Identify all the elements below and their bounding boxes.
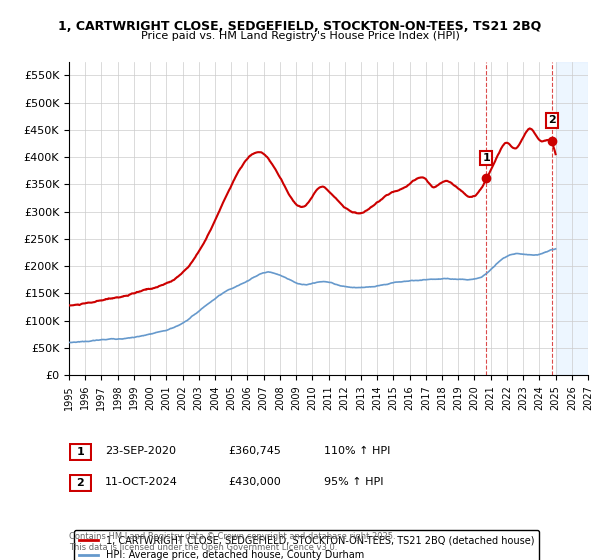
Text: 2: 2	[77, 478, 84, 488]
Text: 110% ↑ HPI: 110% ↑ HPI	[324, 446, 391, 456]
Text: £360,745: £360,745	[228, 446, 281, 456]
Text: Price paid vs. HM Land Registry's House Price Index (HPI): Price paid vs. HM Land Registry's House …	[140, 31, 460, 41]
Text: 11-OCT-2024: 11-OCT-2024	[105, 477, 178, 487]
Text: 2: 2	[548, 115, 556, 125]
Text: 1: 1	[77, 447, 84, 457]
Text: £430,000: £430,000	[228, 477, 281, 487]
Text: 95% ↑ HPI: 95% ↑ HPI	[324, 477, 383, 487]
Text: 1, CARTWRIGHT CLOSE, SEDGEFIELD, STOCKTON-ON-TEES, TS21 2BQ: 1, CARTWRIGHT CLOSE, SEDGEFIELD, STOCKTO…	[58, 20, 542, 32]
Text: 23-SEP-2020: 23-SEP-2020	[105, 446, 176, 456]
Bar	[556, 62, 588, 375]
Text: Contains HM Land Registry data © Crown copyright and database right 2025.
This d: Contains HM Land Registry data © Crown c…	[69, 532, 395, 552]
Bar	[556, 62, 588, 375]
Legend: 1, CARTWRIGHT CLOSE, SEDGEFIELD, STOCKTON-ON-TEES, TS21 2BQ (detached house), HP: 1, CARTWRIGHT CLOSE, SEDGEFIELD, STOCKTO…	[74, 530, 539, 560]
Text: 1: 1	[482, 153, 490, 163]
